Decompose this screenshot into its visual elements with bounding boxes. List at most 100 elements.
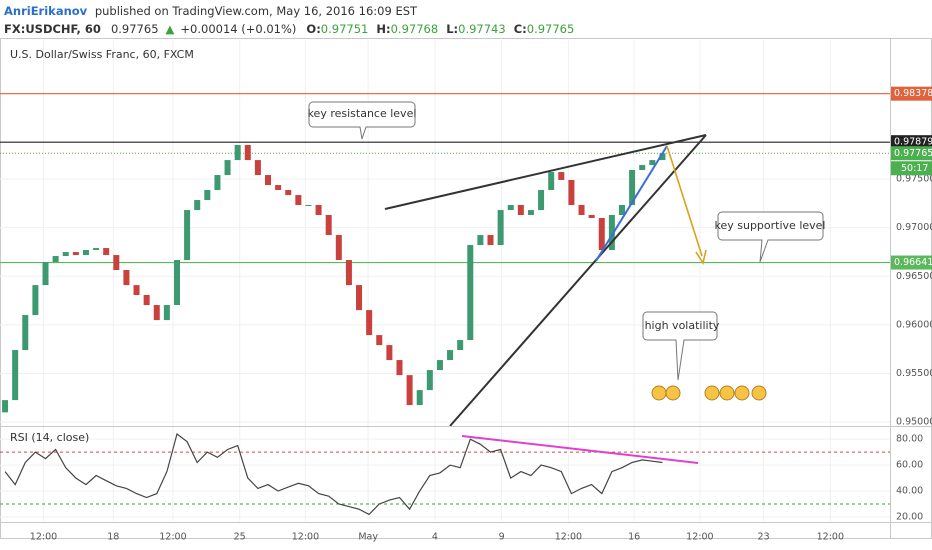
candle [244,145,251,161]
candle [639,165,646,170]
candle [507,204,514,211]
candle [123,270,130,286]
candle [436,360,443,371]
candle [356,285,363,311]
close-label: C: [514,22,527,36]
x-tick-label: 12:00 [817,532,844,543]
arrow-line [666,145,703,257]
candle [143,295,150,306]
candle [568,180,575,205]
trend-line [595,145,668,262]
callout-text: high volatility [645,319,720,332]
candle [42,262,49,286]
open-label: O: [306,22,320,36]
candle [487,235,494,246]
candle [153,305,160,321]
candle [285,190,292,196]
candle [527,210,534,215]
x-tick-label: 18 [107,532,119,543]
candle [275,185,282,191]
callout-text: key supportive level [715,219,826,232]
candle [82,250,89,256]
event-icon[interactable] [751,385,767,401]
candle [234,145,241,161]
x-tick-label: 25 [234,532,246,543]
change: +0.00014 (+0.01%) [180,22,296,36]
open: 0.97751 [321,22,369,36]
y-tick-label: 0.96500 [896,271,932,282]
event-icon[interactable] [704,385,720,401]
candle [224,160,231,176]
callout [308,101,416,140]
price-level-label: 0.97879 [894,137,932,148]
candle [477,235,484,246]
y-tick-label: 0.97500 [896,174,932,185]
candle [447,350,454,361]
y-tick-label: 0.95000 [896,417,932,428]
candle [659,153,666,161]
y-tick-label: 0.96000 [896,319,932,330]
candle [517,204,524,215]
candle [649,160,656,166]
event-icon[interactable] [651,385,667,401]
candle [173,260,180,306]
candle [325,215,332,236]
price-level-label: 0.97765 [894,148,932,159]
candle [618,204,625,215]
candle [396,360,403,376]
author[interactable]: AnriErikanov [4,4,88,18]
last: 0.97765 [111,22,159,36]
price-level-label: 0.98378 [894,88,932,99]
close: 0.97765 [527,22,575,36]
candle [558,172,565,180]
candle [386,345,393,361]
candle [588,215,595,219]
candle [163,305,170,321]
event-icon[interactable] [719,385,735,401]
candle [345,260,352,286]
rsi-title: RSI (14, close) [10,431,89,444]
x-tick-label: May [358,532,378,543]
candle [548,172,555,191]
candle [204,190,211,201]
candle [265,175,272,186]
candle [52,256,59,263]
candle [457,340,464,351]
candle [376,335,383,346]
candle [497,210,504,246]
event-icon[interactable] [665,385,681,401]
candle [426,370,433,391]
rsi-tick-label: 60.00 [896,460,923,471]
event-icon[interactable] [734,385,750,401]
candle [194,200,201,211]
candle [113,255,120,271]
candle [416,390,423,406]
candle [2,400,9,413]
x-tick-label: 12:00 [555,532,582,543]
callout [642,311,718,381]
candle [315,204,322,215]
candle [93,248,100,250]
y-tick-label: 0.97000 [896,222,932,233]
candle [335,235,342,261]
rsi-line [4,432,663,516]
quote-line: FX:USDCHF, 60 0.97765 ▲ +0.00014 (+0.01%… [4,22,574,36]
callout [717,211,824,263]
price-level-tag [891,146,932,161]
callout-text: key resistance level [308,107,417,120]
price-level-tag [891,86,932,101]
candle [62,252,69,257]
price-level-tag [891,255,932,270]
price-level-tag [891,135,932,150]
candle [305,204,312,206]
high-label: H: [376,22,390,36]
candle [214,175,221,191]
x-tick-label: 12:00 [30,532,57,543]
event-icons[interactable] [651,385,767,401]
rsi-tick-label: 80.00 [896,434,923,445]
chart-title: U.S. Dollar/Swiss Franc, 60, FXCM [10,48,194,61]
candle [22,315,29,351]
low-label: L: [446,22,458,36]
